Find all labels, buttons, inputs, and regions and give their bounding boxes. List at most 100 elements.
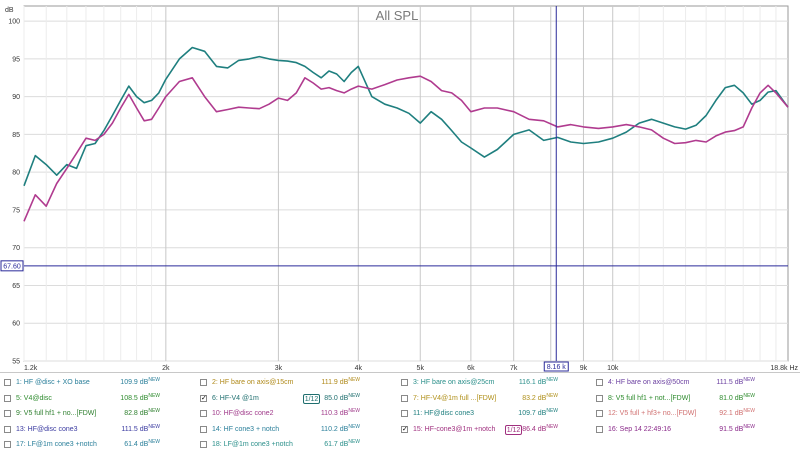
- trace-name: 9: V5 full hf1 + no...[FDW]: [16, 410, 97, 417]
- new-tag: NEW: [148, 408, 160, 414]
- trace-checkbox[interactable]: [200, 379, 207, 386]
- trace-name: 3: HF bare on axis@25cm: [413, 379, 495, 386]
- legend-item[interactable]: 14: HF cone3 + notch 110.2 dBNEW: [200, 422, 400, 438]
- legend-item[interactable]: 12: V5 full + hf3+ no...[FDW] 92.1 dBNEW: [596, 406, 795, 422]
- y-tick-label: 85: [12, 132, 20, 139]
- legend-item[interactable]: ✓ 6: HF-V4 @1m 1/12 85.0 dBNEW: [200, 391, 400, 407]
- trace-checkbox[interactable]: [4, 410, 11, 417]
- trace-checkbox[interactable]: ✓: [401, 425, 408, 433]
- trace-level: 109.9 dBNEW: [120, 377, 160, 386]
- trace-level: 111.9 dBNEW: [321, 377, 360, 386]
- legend-item[interactable]: ✓ 15: HF-cone3@1m +notch 1/12 86.4 dBNEW: [401, 422, 598, 438]
- trace-level: 116.1 dBNEW: [518, 377, 558, 386]
- legend-row: 5: V4@disc 108.5 dBNEW ✓ 6: HF-V4 @1m 1/12 85…: [0, 391, 800, 407]
- legend-row: 13: HF@disc cone3 111.5 dBNEW 14: HF cone3…: [0, 422, 800, 438]
- trace-checkbox[interactable]: [200, 441, 207, 448]
- trace-name: 4: HF bare on axis@50cm: [608, 379, 690, 386]
- trace-level: 61.7 dBNEW: [324, 439, 360, 448]
- new-tag: NEW: [546, 423, 558, 430]
- trace-checkbox[interactable]: [4, 394, 11, 402]
- new-tag: NEW: [148, 377, 160, 383]
- trace-level: 111.5 dBNEW: [121, 423, 160, 433]
- trace-name: 15: HF-cone3@1m +notch: [413, 425, 496, 433]
- y-tick-labels: 55 60 65 70 75 80 85 90 95 100: [8, 19, 20, 366]
- trace-name: 11: HF@disc cone3: [413, 410, 475, 417]
- trace-checkbox[interactable]: [200, 410, 207, 417]
- new-tag: NEW: [546, 377, 558, 383]
- trace-name: 13: HF@disc cone3: [16, 425, 78, 433]
- x-tick-label: 2k: [162, 365, 170, 372]
- x-axis-end-label: 18.8k Hz: [770, 365, 798, 372]
- x-tick-label: 7k: [510, 365, 518, 372]
- trace-name: 6: HF-V4 @1m: [212, 394, 259, 402]
- legend-row: 9: V5 full hf1 + no...[FDW] 82.8 dBNEW 10:…: [0, 406, 800, 422]
- trace-checkbox[interactable]: [4, 379, 11, 386]
- trace-checkbox[interactable]: [4, 441, 11, 448]
- trace-level: 108.5 dBNEW: [120, 392, 160, 402]
- new-tag: NEW: [743, 423, 755, 430]
- legend-item[interactable]: 9: V5 full hf1 + no...[FDW] 82.8 dBNEW: [4, 406, 200, 422]
- new-tag: NEW: [546, 392, 558, 399]
- trace-level: 82.8 dBNEW: [124, 408, 160, 417]
- legend-item[interactable]: 4: HF bare on axis@50cm 111.5 dBNEW: [596, 375, 795, 391]
- legend-item[interactable]: 5: V4@disc 108.5 dBNEW: [4, 391, 200, 407]
- trace-checkbox[interactable]: ✓: [200, 394, 207, 402]
- y-tick-label: 65: [12, 283, 20, 290]
- trace-name: 1: HF @disc + XO base: [16, 379, 90, 386]
- trace-checkbox[interactable]: [596, 425, 603, 433]
- cursor-y-box: [0, 260, 24, 272]
- legend-item[interactable]: 10: HF@disc cone2 110.3 dBNEW: [200, 406, 400, 422]
- y-tick-label: 55: [12, 359, 20, 366]
- trace-checkbox[interactable]: [401, 394, 408, 402]
- new-tag: NEW: [348, 392, 360, 399]
- trace-level: 110.2 dBNEW: [320, 423, 360, 433]
- trace-level: 81.0 dBNEW: [719, 392, 755, 402]
- new-tag: NEW: [743, 392, 755, 399]
- trace-level: 109.7 dBNEW: [518, 408, 558, 417]
- legend-item[interactable]: 7: HF-V4@1m full ...[FDW] 83.2 dBNEW: [401, 391, 598, 407]
- trace-checkbox[interactable]: [401, 379, 408, 386]
- trace-name: 14: HF cone3 + notch: [212, 425, 280, 433]
- new-tag: NEW: [546, 408, 558, 414]
- trace-checkbox[interactable]: [596, 394, 603, 402]
- trace-name: 7: HF-V4@1m full ...[FDW]: [413, 394, 497, 402]
- legend-item[interactable]: 18: LF@1m cone3 +notch 61.7 dBNEW: [200, 437, 400, 453]
- trace-name: 17: LF@1m cone3 +notch: [16, 441, 97, 448]
- trace-level: 91.5 dBNEW: [719, 423, 755, 433]
- legend-item[interactable]: 13: HF@disc cone3 111.5 dBNEW: [4, 422, 200, 438]
- trace-level: 61.4 dBNEW: [124, 439, 160, 448]
- chart-title: All SPL: [376, 8, 419, 23]
- x-tick-label: 10k: [607, 365, 619, 372]
- smoothing-badge[interactable]: 1/12: [303, 393, 320, 404]
- legend-item[interactable]: 11: HF@disc cone3 109.7 dBNEW: [401, 406, 598, 422]
- new-tag: NEW: [743, 377, 755, 383]
- trace-checkbox[interactable]: [596, 410, 603, 417]
- series-layer: [23, 46, 789, 222]
- x-tick-labels: 1.2k2k3k4k5k6k7k8k9k10k: [24, 365, 619, 372]
- trace-checkbox[interactable]: [401, 410, 408, 417]
- x-tick-label: 3k: [275, 365, 283, 372]
- legend-row: 1: HF @disc + XO base 109.9 dBNEW 2: HF ba…: [0, 375, 800, 391]
- trace-checkbox[interactable]: [4, 425, 11, 433]
- trace-level: 86.4 dBNEW: [522, 423, 558, 433]
- cursor-x-value: 8.16 k: [547, 364, 567, 371]
- x-tick-label: 5k: [417, 365, 425, 372]
- trace-level: 83.2 dBNEW: [522, 392, 558, 402]
- legend-item[interactable]: 3: HF bare on axis@25cm 116.1 dBNEW: [401, 375, 598, 391]
- legend-item[interactable]: 1: HF @disc + XO base 109.9 dBNEW: [4, 375, 200, 391]
- y-tick-label: 90: [12, 94, 20, 101]
- legend-item[interactable]: 8: V5 full hf1 + not...[FDW] 81.0 dBNEW: [596, 391, 795, 407]
- new-tag: NEW: [348, 408, 360, 414]
- legend-item[interactable]: 2: HF bare on axis@15cm 111.9 dBNEW: [200, 375, 400, 391]
- smoothing-badge[interactable]: 1/12: [505, 424, 522, 435]
- x-tick-label: 6k: [467, 365, 475, 372]
- legend-item[interactable]: 16: Sep 14 22:49:16 91.5 dBNEW: [596, 422, 795, 438]
- y-tick-label: 95: [12, 56, 20, 63]
- trace-legend: 1: HF @disc + XO base 109.9 dBNEW 2: HF ba…: [0, 372, 800, 453]
- legend-item[interactable]: 17: LF@1m cone3 +notch 61.4 dBNEW: [4, 437, 200, 453]
- trace-checkbox[interactable]: [200, 425, 207, 433]
- trace-name: 12: V5 full + hf3+ no...[FDW]: [608, 410, 697, 417]
- trace-level: 110.3 dBNEW: [320, 408, 360, 417]
- cursor[interactable]: 67.60 8.16 k: [0, 6, 788, 372]
- trace-checkbox[interactable]: [596, 379, 603, 386]
